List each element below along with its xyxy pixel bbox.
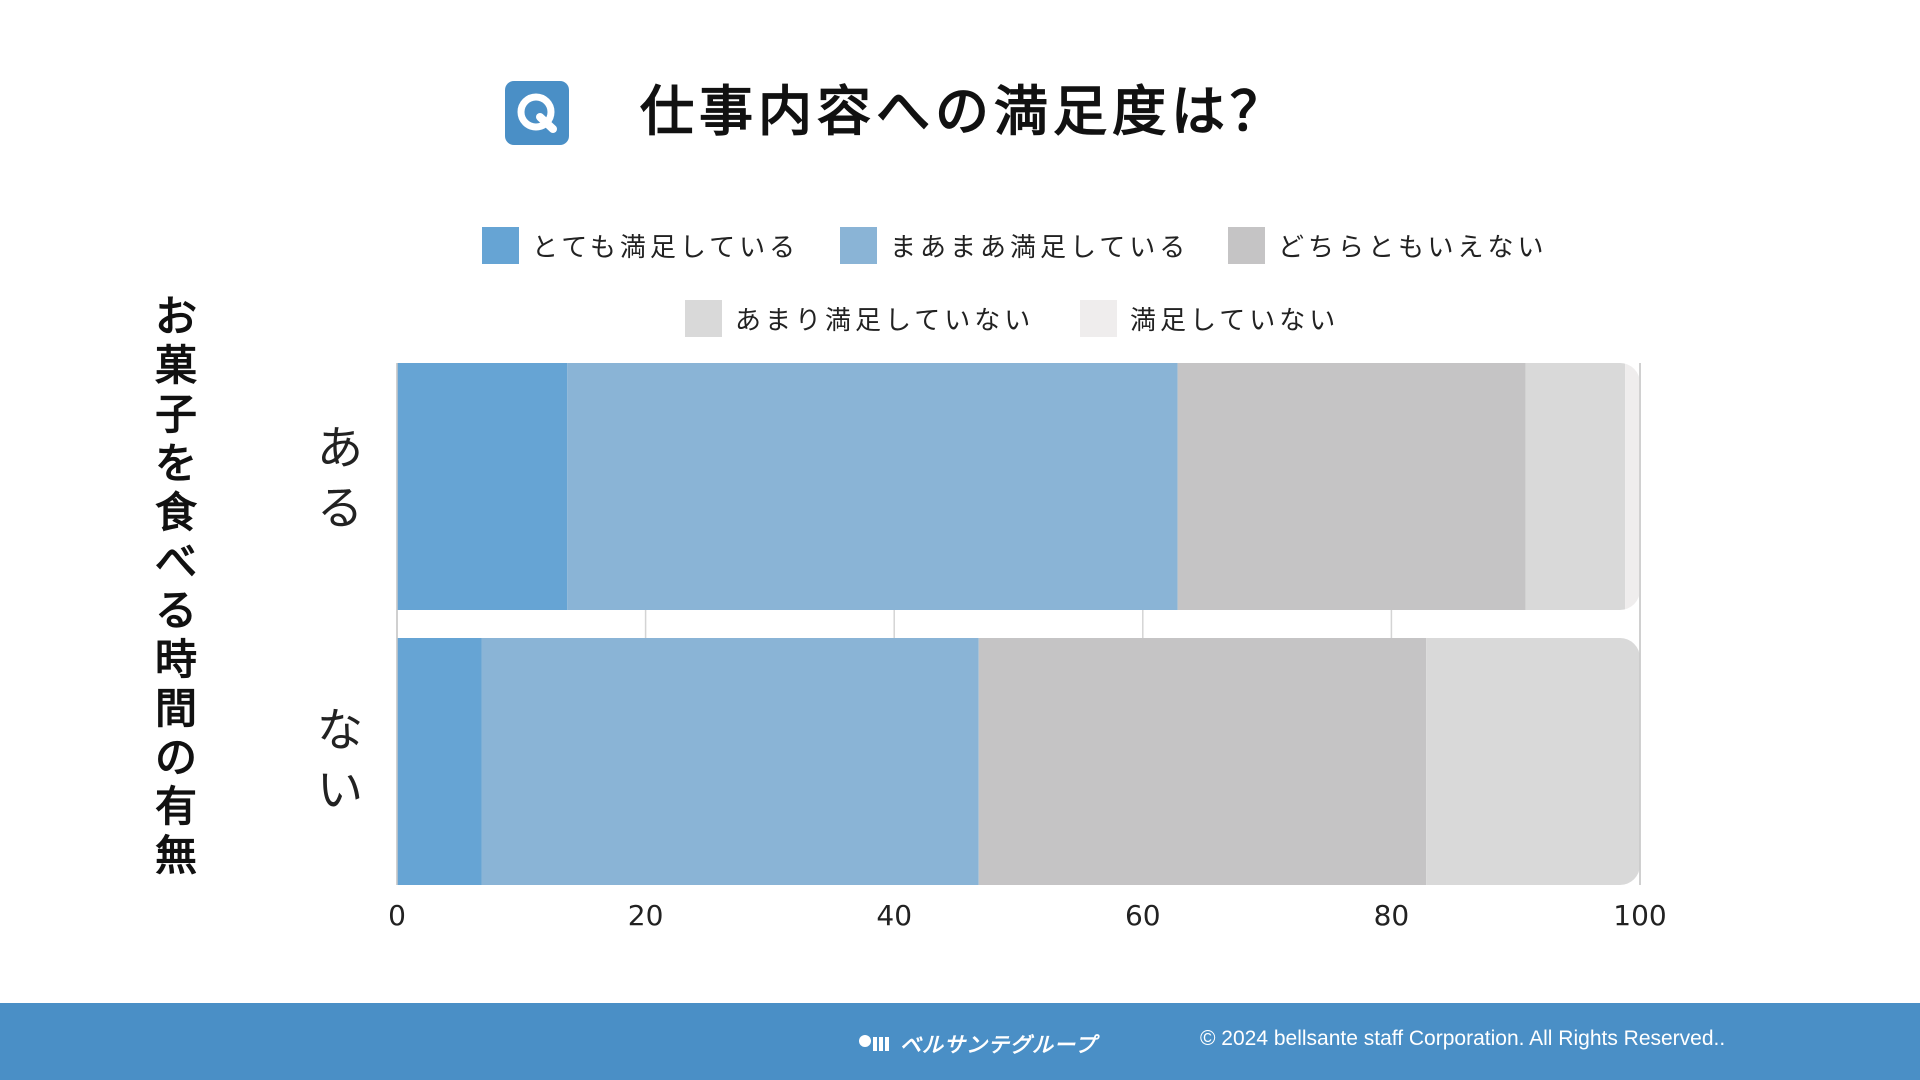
page-title: 仕事内容への満足度は？ xyxy=(640,80,1289,143)
legend-swatch-0 xyxy=(482,226,519,264)
x-tick-label-40: 40 xyxy=(876,899,912,932)
legend-label-2: どちらともいえない xyxy=(1278,232,1548,263)
bar-segment-1-1 xyxy=(481,638,979,885)
bar-segment-0-4 xyxy=(1625,363,1640,610)
x-tick-label-0: 0 xyxy=(388,899,406,932)
bar-segment-0-3 xyxy=(1525,363,1626,610)
footer: ベルサンテグループ © 2024 bellsante staff Corpora… xyxy=(0,1003,1920,1080)
legend-swatch-3 xyxy=(685,299,722,337)
x-tick-label-80: 80 xyxy=(1374,899,1410,932)
legend-label-4: 満足していない xyxy=(1130,305,1340,336)
legend-label-3: あまり満足していない xyxy=(735,305,1035,336)
bar-segment-1-3 xyxy=(1426,638,1640,885)
bar-segment-0-2 xyxy=(1177,363,1526,610)
bar-segment-0-0 xyxy=(397,363,568,610)
bar-segment-1-0 xyxy=(397,638,482,885)
y-axis-title: お菓子を食べる時間の有無 xyxy=(154,292,197,880)
legend-item-4: 満足していない xyxy=(1080,298,1339,338)
legend-swatch-4 xyxy=(1080,299,1117,337)
bar-segment-0-1 xyxy=(567,363,1178,610)
category-label-0: ある xyxy=(317,421,363,535)
legend-item-3: あまり満足していない xyxy=(685,298,1034,338)
footer-logo: ベルサンテグループ xyxy=(858,1031,1097,1057)
bellsante-logo-icon xyxy=(859,1035,889,1051)
legend-item-2: どちらともいえない xyxy=(1228,225,1547,265)
legend-item-1: まあまあ満足している xyxy=(840,225,1189,265)
x-tick-label-100: 100 xyxy=(1613,899,1666,932)
bar-segment-1-2 xyxy=(978,638,1427,885)
question-icon xyxy=(505,81,569,145)
bar-group-0 xyxy=(397,363,1640,610)
legend-swatch-2 xyxy=(1228,226,1265,264)
copyright-text: © 2024 bellsante staff Corporation. All … xyxy=(1200,1027,1726,1050)
stacked-bar-chart: 0 20 40 60 80 100 xyxy=(388,363,1667,932)
x-tick-label-60: 60 xyxy=(1125,899,1161,932)
legend-label-1: まあまあ満足している xyxy=(890,232,1190,263)
legend-item-0: とても満足している xyxy=(482,225,799,265)
legend-label-0: とても満足している xyxy=(532,232,800,263)
legend-swatch-1 xyxy=(840,226,877,264)
footer-logo-text: ベルサンテグループ xyxy=(900,1033,1097,1057)
bar-group-1 xyxy=(397,638,1640,885)
x-tick-label-20: 20 xyxy=(628,899,664,932)
category-label-1: ない xyxy=(317,703,363,817)
